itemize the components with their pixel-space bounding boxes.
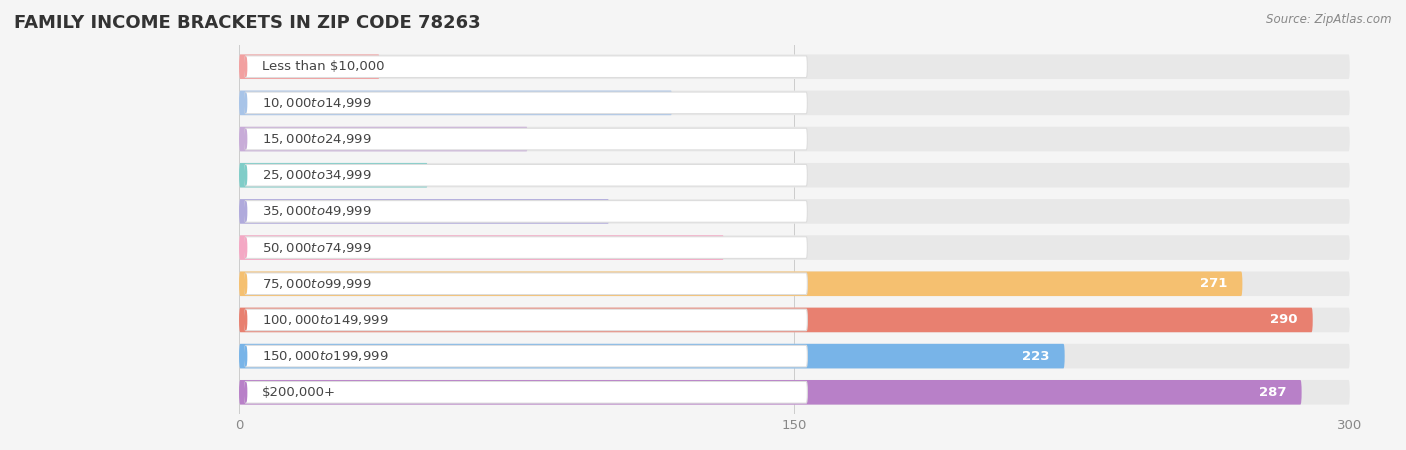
FancyBboxPatch shape	[239, 90, 1350, 115]
Circle shape	[245, 57, 246, 76]
FancyBboxPatch shape	[239, 199, 609, 224]
Text: FAMILY INCOME BRACKETS IN ZIP CODE 78263: FAMILY INCOME BRACKETS IN ZIP CODE 78263	[14, 14, 481, 32]
Text: 100: 100	[624, 205, 650, 218]
Text: $100,000 to $149,999: $100,000 to $149,999	[262, 313, 388, 327]
Text: $35,000 to $49,999: $35,000 to $49,999	[262, 204, 371, 218]
Text: 38: 38	[395, 60, 412, 73]
Text: Source: ZipAtlas.com: Source: ZipAtlas.com	[1267, 14, 1392, 27]
FancyBboxPatch shape	[239, 235, 724, 260]
FancyBboxPatch shape	[239, 380, 1350, 405]
FancyBboxPatch shape	[239, 344, 1350, 369]
Text: 117: 117	[688, 96, 713, 109]
Text: 290: 290	[1271, 314, 1298, 326]
Circle shape	[245, 129, 246, 149]
Text: $75,000 to $99,999: $75,000 to $99,999	[262, 277, 371, 291]
FancyBboxPatch shape	[245, 273, 807, 295]
Circle shape	[245, 93, 246, 112]
FancyBboxPatch shape	[245, 56, 807, 77]
FancyBboxPatch shape	[239, 344, 1064, 369]
Circle shape	[245, 166, 246, 185]
FancyBboxPatch shape	[239, 54, 1350, 79]
Text: $150,000 to $199,999: $150,000 to $199,999	[262, 349, 388, 363]
FancyBboxPatch shape	[245, 128, 807, 150]
FancyBboxPatch shape	[245, 345, 807, 367]
Text: 51: 51	[443, 169, 460, 182]
Text: 287: 287	[1260, 386, 1286, 399]
Text: $25,000 to $34,999: $25,000 to $34,999	[262, 168, 371, 182]
FancyBboxPatch shape	[239, 271, 1243, 296]
FancyBboxPatch shape	[239, 308, 1313, 332]
Text: $10,000 to $14,999: $10,000 to $14,999	[262, 96, 371, 110]
FancyBboxPatch shape	[239, 127, 527, 151]
FancyBboxPatch shape	[239, 271, 1350, 296]
FancyBboxPatch shape	[245, 237, 807, 258]
Text: $50,000 to $74,999: $50,000 to $74,999	[262, 241, 371, 255]
Circle shape	[245, 274, 246, 293]
FancyBboxPatch shape	[245, 92, 807, 114]
FancyBboxPatch shape	[239, 199, 1350, 224]
Text: $15,000 to $24,999: $15,000 to $24,999	[262, 132, 371, 146]
Text: $200,000+: $200,000+	[262, 386, 336, 399]
FancyBboxPatch shape	[239, 54, 380, 79]
FancyBboxPatch shape	[239, 127, 1350, 151]
FancyBboxPatch shape	[245, 309, 807, 331]
FancyBboxPatch shape	[239, 163, 427, 188]
FancyBboxPatch shape	[239, 380, 1302, 405]
Text: 131: 131	[740, 241, 765, 254]
Text: 271: 271	[1201, 277, 1227, 290]
Text: 78: 78	[543, 133, 560, 145]
Circle shape	[245, 202, 246, 221]
FancyBboxPatch shape	[239, 163, 1350, 188]
Circle shape	[245, 346, 246, 366]
FancyBboxPatch shape	[239, 308, 1350, 332]
FancyBboxPatch shape	[245, 382, 807, 403]
Circle shape	[245, 238, 246, 257]
FancyBboxPatch shape	[239, 235, 1350, 260]
Circle shape	[245, 310, 246, 330]
Text: Less than $10,000: Less than $10,000	[262, 60, 384, 73]
Circle shape	[245, 382, 246, 402]
FancyBboxPatch shape	[239, 90, 672, 115]
FancyBboxPatch shape	[245, 164, 807, 186]
Text: 223: 223	[1022, 350, 1050, 363]
FancyBboxPatch shape	[245, 201, 807, 222]
